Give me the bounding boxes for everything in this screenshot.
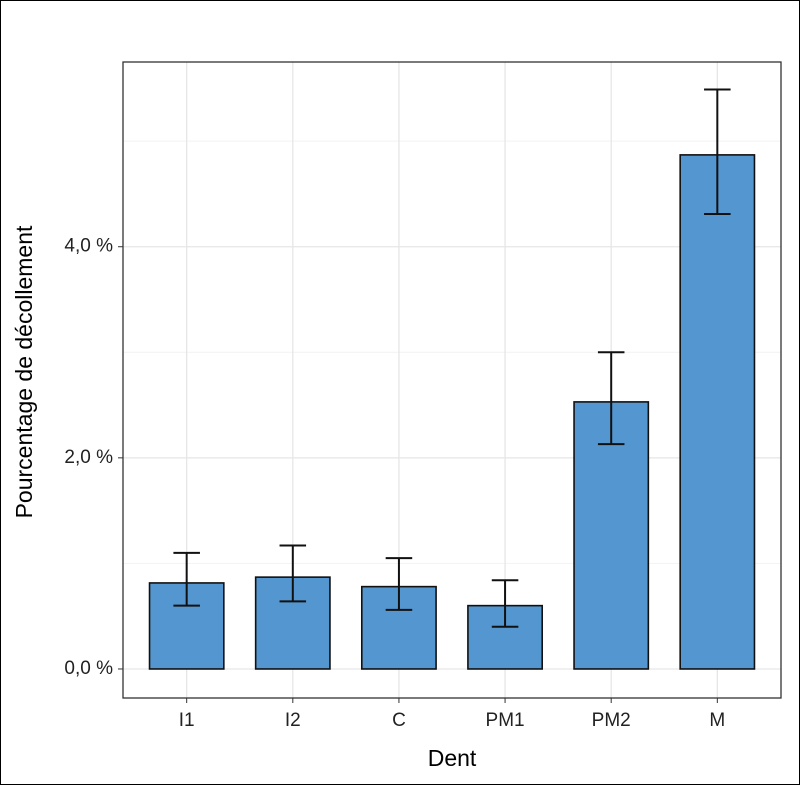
x-tick-label: I1 (179, 710, 195, 731)
error-bar (597, 351, 625, 446)
error-bar (704, 88, 731, 216)
error-bar (385, 557, 413, 611)
bar (573, 401, 650, 670)
bar (679, 154, 756, 670)
x-tick-label: PM1 (486, 710, 525, 731)
x-tick-label: PM2 (592, 710, 631, 731)
x-tick-label: I2 (285, 710, 301, 731)
x-axis-title: Dent (428, 745, 477, 771)
x-tick-label: C (392, 710, 406, 731)
y-tick-label: 0,0 % (64, 658, 113, 679)
panel-border (122, 61, 782, 699)
error-bar (491, 579, 519, 628)
error-bar (173, 551, 200, 607)
x-tick-label: M (709, 710, 725, 731)
y-axis-title: Pourcentage de décollement (11, 225, 37, 518)
y-tick-label: 2,0 % (64, 447, 113, 468)
error-bar (279, 544, 307, 603)
y-tick-label: 4,0 % (64, 236, 113, 257)
